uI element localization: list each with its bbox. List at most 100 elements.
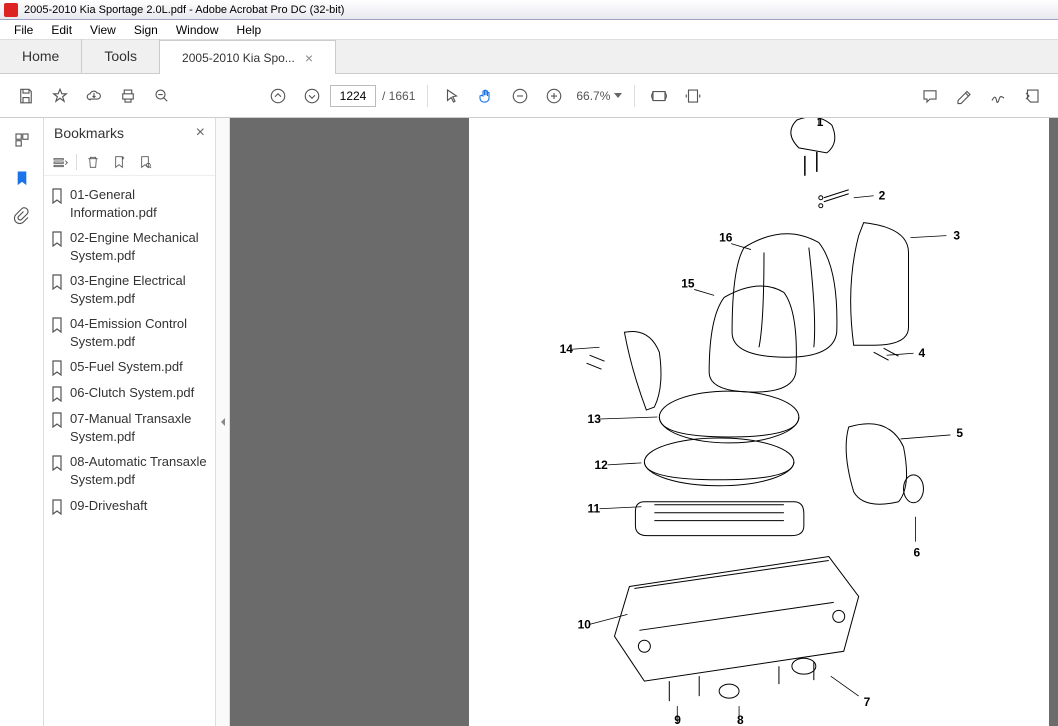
window-title: 2005-2010 Kia Sportage 2.0L.pdf - Adobe … [24, 4, 344, 16]
toolbar: / 1661 66.7% [0, 74, 1058, 118]
cloud-icon[interactable] [78, 80, 110, 112]
bookmark-ribbon-icon [50, 317, 64, 333]
select-arrow-icon[interactable] [436, 80, 468, 112]
bookmark-label: 04-Emission Control System.pdf [70, 315, 209, 350]
svg-text:3: 3 [953, 229, 960, 243]
bookmark-item[interactable]: 06-Clutch System.pdf [48, 380, 215, 406]
tabbar: Home Tools 2005-2010 Kia Spo... × [0, 40, 1058, 74]
menu-sign[interactable]: Sign [126, 21, 166, 39]
bookmark-ribbon-icon [50, 386, 64, 402]
bookmark-item[interactable]: 08-Automatic Transaxle System.pdf [48, 449, 215, 492]
fit-page-icon[interactable] [677, 80, 709, 112]
bookmark-label: 02-Engine Mechanical System.pdf [70, 229, 209, 264]
tab-tools[interactable]: Tools [82, 39, 160, 73]
page-down-icon[interactable] [296, 80, 328, 112]
menubar: File Edit View Sign Window Help [0, 20, 1058, 40]
menu-window[interactable]: Window [168, 21, 227, 39]
svg-text:5: 5 [956, 426, 963, 440]
svg-text:8: 8 [737, 713, 744, 726]
bookmark-item[interactable]: 07-Manual Transaxle System.pdf [48, 406, 215, 449]
bookmarks-close-icon[interactable]: × [196, 124, 205, 142]
attachments-icon[interactable] [12, 206, 32, 226]
star-icon[interactable] [44, 80, 76, 112]
bookmark-options-icon[interactable] [50, 152, 70, 172]
svg-text:11: 11 [588, 502, 601, 516]
bookmarks-panel: Bookmarks × 01-General Information.pdf 02… [44, 118, 216, 726]
bookmark-ribbon-icon [50, 455, 64, 471]
zoom-value: 66.7% [576, 89, 610, 103]
content-area: Bookmarks × 01-General Information.pdf 02… [0, 118, 1058, 726]
svg-text:15: 15 [681, 276, 695, 290]
pdf-page: 1 2 3 4 5 6 7 8 9 10 11 12 13 14 15 16 [469, 118, 1049, 726]
svg-text:9: 9 [674, 713, 681, 726]
sign-tool-icon[interactable] [982, 80, 1014, 112]
bookmark-label: 03-Engine Electrical System.pdf [70, 272, 209, 307]
menu-view[interactable]: View [82, 21, 124, 39]
svg-text:13: 13 [588, 412, 602, 426]
bookmark-new-icon[interactable] [109, 152, 129, 172]
menu-edit[interactable]: Edit [43, 21, 80, 39]
svg-text:4: 4 [918, 346, 925, 360]
bookmarks-title: Bookmarks [54, 125, 124, 141]
tab-document[interactable]: 2005-2010 Kia Spo... × [160, 40, 336, 74]
bookmarks-list[interactable]: 01-General Information.pdf 02-Engine Mech… [44, 176, 215, 726]
more-tools-icon[interactable] [1016, 80, 1048, 112]
bookmark-label: 08-Automatic Transaxle System.pdf [70, 453, 209, 488]
panel-collapse-handle[interactable] [216, 118, 230, 726]
zoom-out-icon[interactable] [504, 80, 536, 112]
bookmark-delete-icon[interactable] [83, 152, 103, 172]
svg-text:7: 7 [864, 695, 871, 709]
app-icon [4, 3, 18, 17]
bookmark-label: 07-Manual Transaxle System.pdf [70, 410, 209, 445]
svg-text:2: 2 [879, 189, 886, 203]
bookmark-item[interactable]: 05-Fuel System.pdf [48, 354, 215, 380]
bookmark-item[interactable]: 04-Emission Control System.pdf [48, 311, 215, 354]
highlight-icon[interactable] [948, 80, 980, 112]
page-number-input[interactable] [330, 85, 376, 107]
hand-tool-icon[interactable] [470, 80, 502, 112]
bookmark-ribbon-icon [50, 499, 64, 515]
menu-file[interactable]: File [6, 21, 41, 39]
thumbnails-icon[interactable] [12, 130, 32, 150]
svg-text:1: 1 [817, 118, 824, 129]
bookmark-ribbon-icon [50, 231, 64, 247]
bookmark-ribbon-icon [50, 412, 64, 428]
tab-document-label: 2005-2010 Kia Spo... [182, 51, 295, 65]
bookmark-label: 09-Driveshaft [70, 497, 147, 515]
bookmark-item[interactable]: 01-General Information.pdf [48, 182, 215, 225]
zoom-in-icon[interactable] [538, 80, 570, 112]
bookmark-item[interactable]: 03-Engine Electrical System.pdf [48, 268, 215, 311]
svg-text:14: 14 [560, 342, 574, 356]
bookmark-item[interactable]: 02-Engine Mechanical System.pdf [48, 225, 215, 268]
titlebar: 2005-2010 Kia Sportage 2.0L.pdf - Adobe … [0, 0, 1058, 20]
print-icon[interactable] [112, 80, 144, 112]
tab-home[interactable]: Home [0, 39, 82, 73]
fit-width-icon[interactable] [643, 80, 675, 112]
save-icon[interactable] [10, 80, 42, 112]
page-up-icon[interactable] [262, 80, 294, 112]
bookmark-label: 06-Clutch System.pdf [70, 384, 194, 402]
page-total: / 1661 [378, 89, 419, 103]
zoom-out-magnify-icon[interactable] [146, 80, 178, 112]
menu-help[interactable]: Help [229, 21, 270, 39]
bookmark-ribbon-icon [50, 188, 64, 204]
svg-text:16: 16 [719, 231, 733, 245]
bookmark-label: 01-General Information.pdf [70, 186, 209, 221]
svg-text:12: 12 [595, 458, 609, 472]
bookmark-label: 05-Fuel System.pdf [70, 358, 183, 376]
svg-text:10: 10 [578, 617, 592, 631]
bookmark-ribbon-icon [50, 360, 64, 376]
bookmarks-icon[interactable] [12, 168, 32, 188]
bookmarks-toolbar [44, 148, 215, 176]
bookmark-ribbon-icon [50, 274, 64, 290]
document-viewer[interactable]: 1 2 3 4 5 6 7 8 9 10 11 12 13 14 15 16 [230, 118, 1058, 726]
zoom-dropdown[interactable]: 66.7% [572, 89, 626, 103]
left-rail [0, 118, 44, 726]
comment-icon[interactable] [914, 80, 946, 112]
bookmark-find-icon[interactable] [135, 152, 155, 172]
seat-diagram: 1 2 3 4 5 6 7 8 9 10 11 12 13 14 15 16 [469, 118, 1049, 726]
tab-close-icon[interactable]: × [305, 50, 313, 66]
svg-text:6: 6 [913, 546, 920, 560]
chevron-down-icon [614, 93, 622, 99]
bookmark-item[interactable]: 09-Driveshaft [48, 493, 215, 519]
